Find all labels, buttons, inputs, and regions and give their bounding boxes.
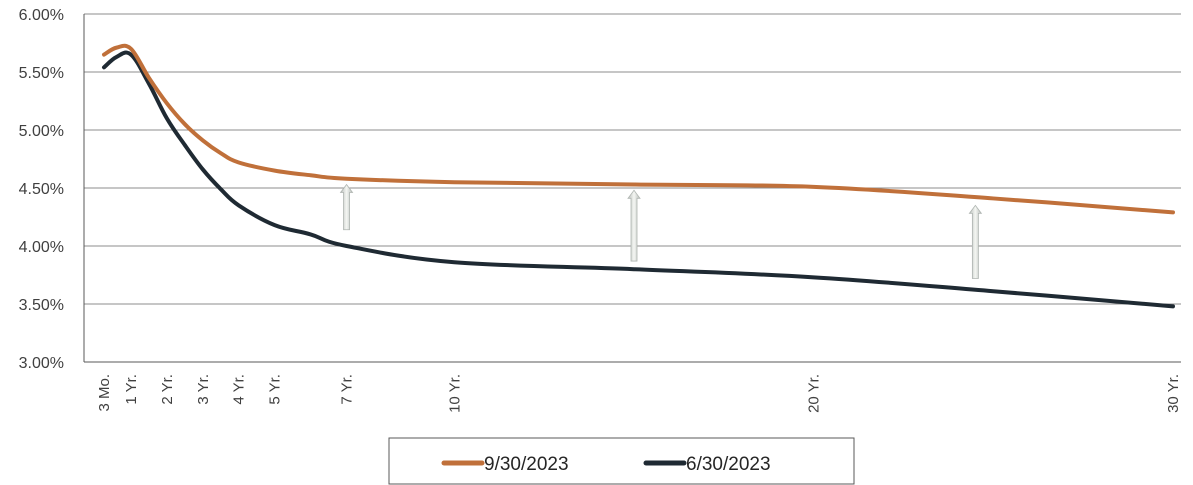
x-tick-label: 10 Yr. — [446, 374, 463, 413]
x-axis-tick-labels: 3 Mo. 1 Yr. 2 Yr. 3 Yr. 4 Yr. 5 Yr. 7 Yr. 10 Yr… — [96, 374, 1182, 413]
series-line-9-30-2023 — [102, 43, 1175, 215]
series-line-6-30-2023 — [102, 50, 1175, 309]
shift-arrow — [627, 189, 641, 262]
x-tick-label: 4 Yr. — [231, 374, 248, 405]
legend-label-6-30-2023: 6/30/2023 — [686, 454, 771, 475]
y-axis-tick-labels: 3.00% 3.50% 4.00% 4.50% 5.00% 5.50% 6.00% — [19, 7, 64, 372]
y-tick-label: 5.00% — [19, 123, 64, 140]
y-tick-label: 4.50% — [19, 181, 64, 198]
x-tick-label: 7 Yr. — [339, 374, 356, 405]
legend: 9/30/2023 6/30/2023 — [388, 437, 855, 485]
shift-arrows — [339, 183, 983, 279]
x-tick-label: 3 Yr. — [195, 374, 212, 405]
y-tick-label: 6.00% — [19, 7, 64, 24]
legend-label-9-30-2023: 9/30/2023 — [484, 454, 569, 475]
x-tick-label: 30 Yr. — [1165, 374, 1182, 413]
y-tick-label: 5.50% — [19, 65, 64, 82]
shift-arrow — [339, 183, 354, 231]
grid-lines — [84, 13, 1181, 305]
y-tick-label: 4.00% — [19, 239, 64, 256]
axes — [83, 14, 1181, 363]
x-tick-label: 1 Yr. — [123, 374, 140, 405]
y-tick-label: 3.50% — [19, 297, 64, 314]
y-tick-label: 3.00% — [19, 355, 64, 372]
x-tick-label: 3 Mo. — [96, 374, 113, 412]
shift-arrow — [968, 204, 983, 279]
x-tick-label: 20 Yr. — [806, 374, 823, 413]
series-lines — [102, 43, 1175, 309]
x-tick-label: 2 Yr. — [159, 374, 176, 405]
x-tick-label: 5 Yr. — [267, 374, 284, 405]
